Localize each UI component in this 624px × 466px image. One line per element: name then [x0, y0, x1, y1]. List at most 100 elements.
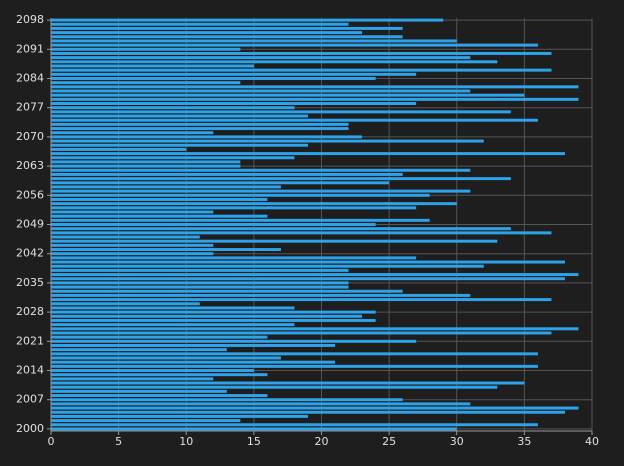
bar: [51, 127, 349, 131]
bar: [51, 318, 376, 322]
y-tick-label: 2070: [16, 130, 44, 143]
bar: [51, 118, 538, 122]
bar: [51, 373, 268, 377]
bar: [51, 51, 552, 55]
bar: [51, 256, 417, 260]
bar: [51, 60, 498, 64]
y-tick-label: 2084: [16, 71, 44, 84]
bar: [51, 197, 268, 201]
bar: [51, 239, 498, 243]
bar: [51, 310, 376, 314]
x-tick-label: 5: [115, 435, 122, 448]
bar: [51, 110, 511, 114]
y-tick-label: 2063: [16, 159, 44, 172]
bar: [51, 427, 457, 431]
bar: [51, 106, 295, 110]
x-tick-label: 20: [315, 435, 329, 448]
bar: [51, 252, 214, 256]
bar: [51, 93, 525, 97]
bar: [51, 364, 538, 368]
y-tick-label: 2091: [16, 42, 44, 55]
bar: [51, 289, 403, 293]
y-tick-label: 2000: [16, 422, 44, 435]
bar: [51, 377, 214, 381]
bar: [51, 152, 565, 156]
bar: [51, 227, 511, 231]
bar: [51, 293, 471, 297]
bar: [51, 156, 295, 160]
bar: [51, 35, 403, 39]
y-tick-label: 2049: [16, 218, 44, 231]
bar: [51, 202, 457, 206]
bar: [51, 114, 308, 118]
bar: [51, 164, 241, 168]
bar: [51, 177, 511, 181]
bar: [51, 18, 444, 22]
bar: [51, 26, 403, 30]
bar: [51, 260, 565, 264]
y-tick-label: 2007: [16, 393, 44, 406]
bar: [51, 398, 403, 402]
bar: [51, 168, 471, 172]
bar: [51, 143, 308, 147]
bar: [51, 273, 579, 277]
bar: [51, 356, 281, 360]
x-tick-label: 15: [247, 435, 261, 448]
bar: [51, 47, 241, 51]
bar: [51, 369, 254, 372]
bar: [51, 223, 376, 226]
bar: [51, 185, 281, 189]
bar: [51, 414, 308, 418]
bar: [51, 31, 363, 35]
bar: [51, 423, 538, 427]
bar: [51, 302, 200, 306]
bar: [51, 22, 349, 26]
x-tick-label: 25: [382, 435, 396, 448]
bar: [51, 235, 200, 239]
bar: [51, 277, 565, 281]
bar: [51, 189, 471, 193]
bar: [51, 193, 430, 197]
bar: [51, 206, 417, 210]
bar: [51, 389, 227, 393]
bar: [51, 385, 498, 389]
y-tick-label: 2098: [16, 13, 44, 26]
bar: [51, 131, 214, 135]
bar: [51, 348, 227, 352]
bar: [51, 360, 336, 364]
bar: [51, 218, 430, 222]
bar: [51, 285, 349, 289]
bar: [51, 77, 376, 80]
bar: [51, 298, 552, 302]
bar: [51, 147, 187, 151]
bar: [51, 352, 538, 356]
bar: [51, 406, 579, 410]
bar: [51, 210, 214, 214]
bar: [51, 214, 268, 218]
bar: [51, 331, 552, 335]
bar: [51, 56, 471, 60]
bar: [51, 327, 579, 331]
bar: [51, 402, 471, 406]
y-tick-label: 2014: [16, 364, 44, 377]
y-tick-label: 2035: [16, 276, 44, 289]
bar: [51, 39, 457, 43]
y-tick-label: 2042: [16, 247, 44, 260]
bar: [51, 281, 349, 285]
bar: [51, 339, 417, 343]
y-tick-label: 2056: [16, 188, 44, 201]
bar: [51, 268, 349, 272]
bar: [51, 335, 268, 339]
x-tick-label: 40: [585, 435, 599, 448]
bar: [51, 102, 417, 106]
x-tick-label: 30: [450, 435, 464, 448]
y-tick-label: 2021: [16, 334, 44, 347]
bar: [51, 248, 281, 252]
bar: [51, 135, 363, 139]
bar: [51, 314, 363, 318]
bar: [51, 410, 565, 414]
bar: [51, 323, 295, 327]
bar: [51, 89, 471, 93]
bar: [51, 343, 336, 347]
